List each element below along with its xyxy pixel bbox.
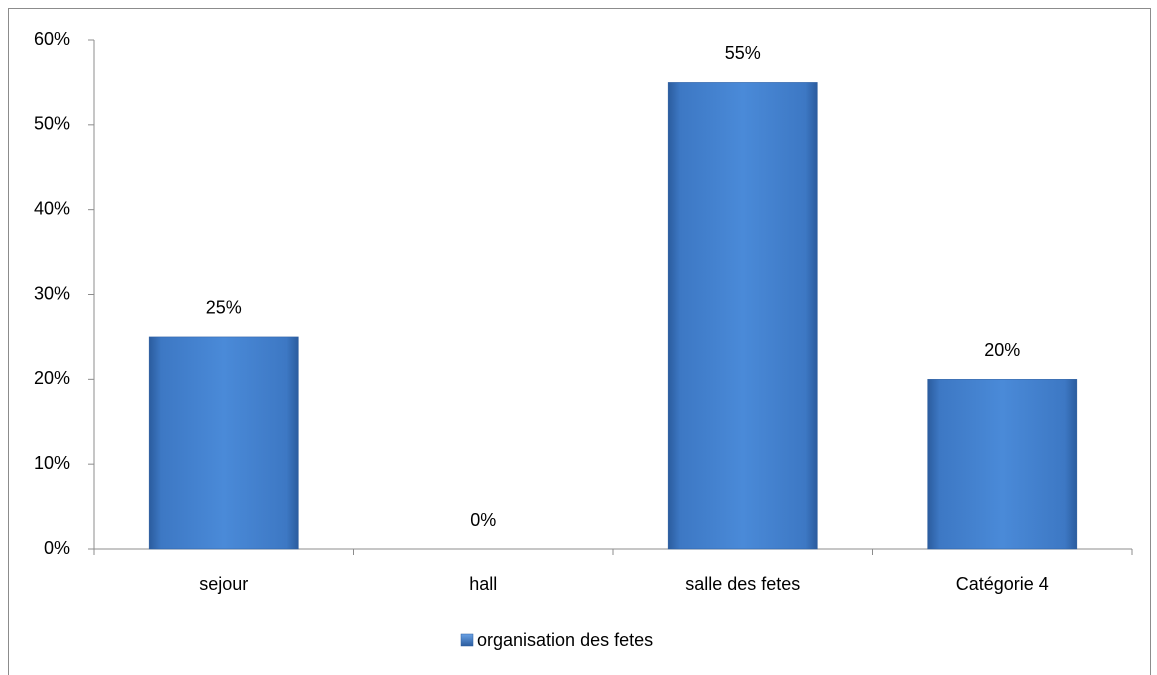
y-tick-label: 40%	[34, 198, 70, 218]
y-tick-label: 60%	[34, 29, 70, 49]
data-label: 20%	[984, 340, 1020, 360]
x-tick-label: salle des fetes	[685, 574, 800, 594]
legend-swatch	[460, 633, 474, 647]
x-tick-label: hall	[469, 574, 497, 594]
data-label: 0%	[470, 510, 496, 530]
bar	[927, 379, 1078, 550]
legend-label: organisation des fetes	[477, 630, 653, 650]
y-tick-label: 20%	[34, 368, 70, 388]
bar	[148, 336, 299, 550]
y-tick-label: 10%	[34, 453, 70, 473]
chart-border	[8, 8, 1151, 675]
data-label: 55%	[725, 43, 761, 63]
x-tick-label: Catégorie 4	[956, 574, 1049, 594]
y-tick-label: 30%	[34, 283, 70, 303]
bar	[667, 82, 818, 550]
data-label: 25%	[206, 298, 242, 318]
y-tick-label: 0%	[44, 538, 70, 558]
y-tick-label: 50%	[34, 114, 70, 134]
x-tick-label: sejour	[199, 574, 248, 594]
